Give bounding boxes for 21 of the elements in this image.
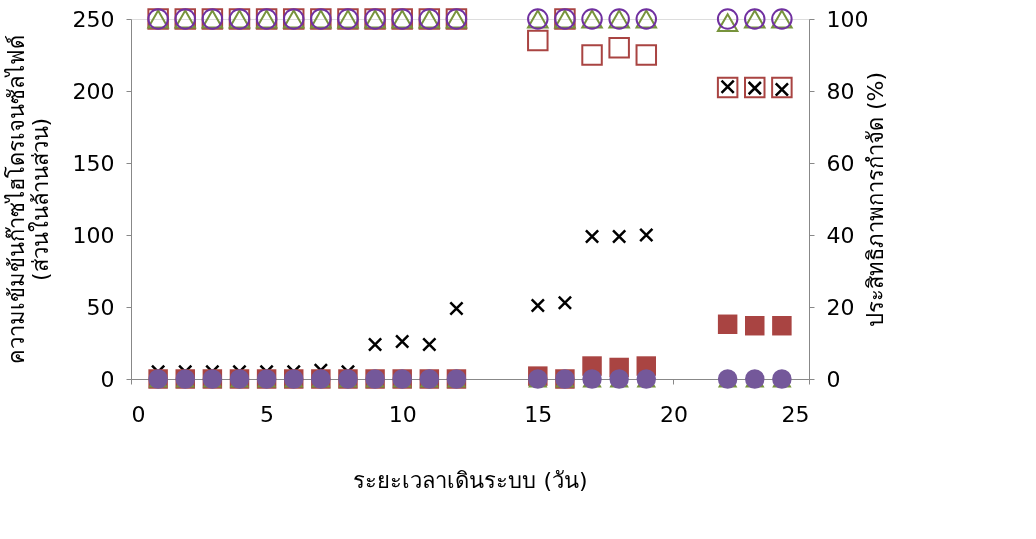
y2-tick-label: 100 [826, 6, 869, 32]
y-tick-label: 200 [72, 78, 115, 104]
x-tick-label: 15 [524, 401, 553, 427]
x-tick-label: 10 [388, 401, 417, 427]
y-tick-label: 50 [86, 294, 115, 320]
y2-tick-label: 60 [826, 150, 855, 176]
y2-tick-label: 0 [826, 366, 841, 392]
y2-tick-label: 20 [826, 294, 855, 320]
y2-tick-label: 40 [826, 222, 855, 248]
x-tick-label: 5 [260, 401, 275, 427]
x-tick-label: 20 [659, 401, 688, 427]
y-axis-title: ความเข้มข้นก๊าซไฮโดรเจนซัลไฟด์ (ส่วนในล้านส่วน) [3, 35, 53, 364]
y2-axis-title: ประสิทธิภาพการกำจัด (%) [863, 71, 889, 328]
y-tick-label: 250 [72, 6, 115, 32]
y2-tick-label: 80 [826, 78, 855, 104]
x-axis-title: ระยะเวลาเดินระบบ (วัน) [353, 467, 588, 493]
y-tick-label: 0 [100, 366, 115, 392]
x-tick-label: 25 [781, 401, 810, 427]
y-tick-label: 100 [72, 222, 115, 248]
y-tick-label: 150 [72, 150, 115, 176]
x-tick-label: 0 [131, 401, 146, 427]
